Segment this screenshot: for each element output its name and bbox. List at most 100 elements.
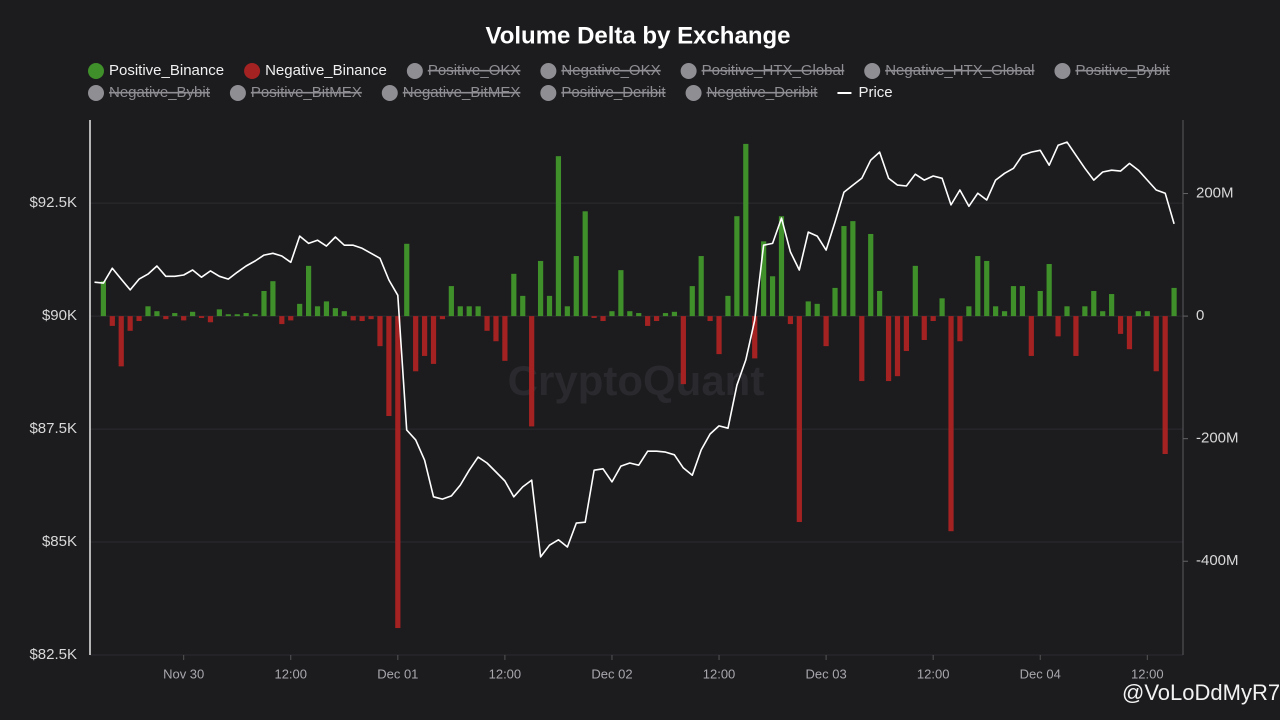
- bar: [1100, 311, 1106, 317]
- x-tick-label: 12:00: [917, 666, 950, 681]
- legend-item[interactable]: Negative_BitMEX: [381, 84, 521, 101]
- bar: [1117, 316, 1124, 334]
- bar: [270, 281, 276, 317]
- legend-item[interactable]: Negative_HTX_Global: [864, 62, 1035, 79]
- legend-swatch: [88, 63, 104, 79]
- bar: [359, 316, 365, 322]
- bar: [1162, 316, 1168, 454]
- bar: [1144, 311, 1150, 317]
- legend-label: Positive_HTX_Global: [702, 62, 845, 79]
- bar: [894, 316, 901, 377]
- y-tick-label: $85K: [42, 533, 77, 550]
- overlay-handle: @VoLoDdMyR7: [1122, 680, 1280, 705]
- bar: [850, 221, 856, 317]
- bar: [413, 316, 419, 372]
- bar: [814, 303, 820, 317]
- legend-label: Negative_HTX_Global: [885, 62, 1034, 79]
- legend-item[interactable]: Positive_OKX: [406, 62, 521, 79]
- bar: [707, 316, 713, 322]
- legend-swatch: [540, 85, 557, 101]
- bar: [832, 287, 838, 317]
- legend-item[interactable]: Price: [837, 84, 893, 101]
- bar: [466, 306, 472, 317]
- legend-label: Positive_OKX: [428, 62, 521, 79]
- bar: [975, 256, 981, 317]
- bar: [386, 316, 392, 416]
- legend-item[interactable]: Positive_BitMEX: [229, 84, 362, 101]
- y2-tick-label: -400M: [1196, 552, 1239, 569]
- bar: [645, 316, 651, 326]
- bar: [671, 311, 678, 317]
- bar: [591, 316, 597, 318]
- bar: [341, 311, 347, 317]
- bar: [743, 143, 749, 317]
- y-tick-label: $87.5K: [29, 420, 77, 437]
- legend-item[interactable]: Negative_Bybit: [88, 84, 211, 101]
- bar: [761, 241, 767, 317]
- bar: [1064, 306, 1070, 317]
- legend-item[interactable]: Positive_Deribit: [540, 84, 666, 101]
- legend-label: Negative_Binance: [265, 62, 387, 79]
- legend-label: Positive_Binance: [109, 62, 224, 79]
- bar: [261, 290, 267, 317]
- bar: [484, 316, 490, 331]
- bar: [448, 286, 454, 317]
- watermark: CryptoQuant: [508, 357, 765, 404]
- bar: [118, 316, 124, 367]
- bar: [368, 316, 374, 320]
- legend-label: Negative_Deribit: [707, 84, 819, 101]
- bar: [439, 316, 446, 320]
- x-tick-label: Dec 01: [377, 666, 418, 681]
- bar: [279, 316, 285, 325]
- bar: [868, 233, 874, 317]
- bar: [984, 260, 990, 317]
- legend-item[interactable]: Positive_Binance: [88, 62, 224, 79]
- bar: [948, 316, 954, 532]
- legend-item[interactable]: Negative_OKX: [540, 62, 661, 79]
- bar: [377, 316, 383, 347]
- bar: [297, 303, 303, 317]
- legend-item[interactable]: Negative_Deribit: [685, 84, 819, 101]
- bar: [939, 298, 945, 317]
- bar: [680, 316, 686, 385]
- bar: [198, 316, 205, 318]
- bar: [1055, 316, 1061, 337]
- bar: [787, 316, 794, 325]
- bar: [520, 295, 526, 317]
- legend-swatch: [229, 85, 246, 101]
- bar: [1153, 316, 1159, 372]
- legend-item[interactable]: Positive_Bybit: [1054, 62, 1170, 79]
- y2-tick-label: 0: [1196, 307, 1204, 324]
- y-tick-label: $90K: [42, 307, 77, 324]
- bar: [1037, 290, 1043, 317]
- chart-title: Volume Delta by Exchange: [486, 22, 791, 49]
- bar: [136, 316, 142, 322]
- bar: [921, 316, 927, 341]
- legend-label: Positive_Bybit: [1075, 62, 1170, 79]
- bar: [993, 306, 999, 317]
- bar: [395, 316, 401, 629]
- x-tick-label: Dec 04: [1020, 666, 1061, 681]
- bar: [752, 316, 758, 359]
- bar: [966, 306, 972, 317]
- bar: [154, 311, 160, 317]
- bar: [109, 316, 115, 326]
- bar: [216, 309, 222, 317]
- bar: [859, 316, 865, 382]
- bar: [546, 295, 553, 317]
- legend-label: Negative_BitMEX: [403, 84, 521, 101]
- bar: [190, 311, 196, 317]
- legend-item[interactable]: Positive_HTX_Global: [680, 62, 845, 79]
- bar: [100, 281, 106, 317]
- legend-swatch: [540, 63, 557, 79]
- bar: [252, 314, 258, 317]
- price-line: [94, 141, 1175, 558]
- bar: [636, 313, 642, 317]
- legend-swatch: [685, 85, 702, 101]
- bar: [288, 316, 294, 321]
- bar: [1109, 294, 1115, 317]
- legend-item[interactable]: Negative_Binance: [244, 62, 387, 79]
- bar: [314, 306, 321, 317]
